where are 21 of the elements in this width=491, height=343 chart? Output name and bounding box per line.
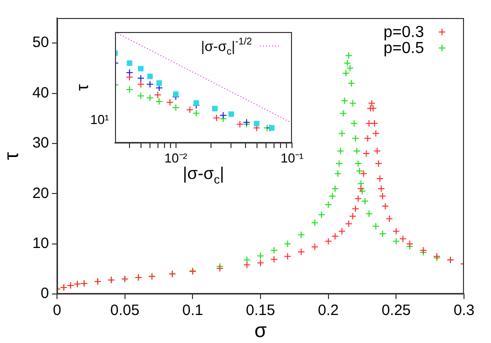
legend-label: p=0.3 — [384, 24, 424, 41]
y-tick-label: 0 — [40, 285, 49, 302]
y-tick-label: 50 — [32, 34, 49, 52]
y-tick-label: 10 — [32, 234, 49, 252]
x-axis-title: σ — [254, 320, 268, 342]
x-tick-label: 0.1 — [182, 302, 204, 320]
x-tick-label: 0.25 — [382, 302, 411, 320]
x-tick-label: 10⁻¹ — [280, 150, 304, 166]
x-tick-label: 0.15 — [246, 302, 276, 320]
y-axis-title: τ — [1, 152, 23, 160]
y-tick-label: 30 — [32, 134, 49, 152]
x-tick-label: 0.3 — [454, 302, 474, 320]
x-tick-label: 10⁻² — [164, 150, 188, 166]
x-tick-label: 0.2 — [318, 302, 339, 320]
y-tick-label: 40 — [32, 84, 49, 102]
annotation: 10¹ — [90, 112, 110, 128]
x-tick-label: 0.05 — [110, 302, 140, 320]
legend-label: p=0.5 — [384, 40, 424, 57]
x-tick-label: 0 — [52, 302, 62, 320]
y-axis-title: τ — [73, 84, 92, 91]
y-tick-label: 20 — [32, 184, 49, 202]
